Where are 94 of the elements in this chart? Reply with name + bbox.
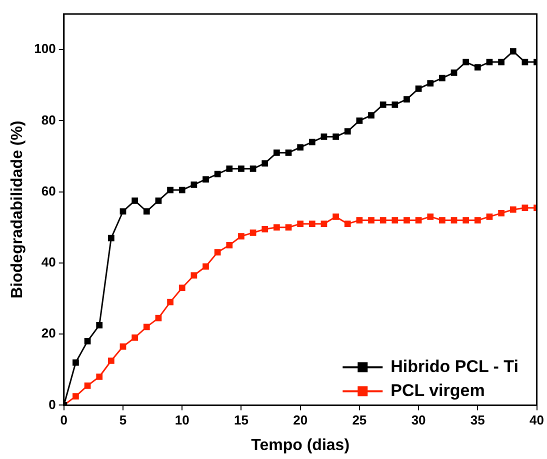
x-tick-label: 30 bbox=[411, 412, 426, 428]
point bbox=[415, 217, 422, 224]
point bbox=[439, 217, 446, 224]
point bbox=[439, 74, 446, 82]
point bbox=[344, 220, 351, 228]
point bbox=[498, 210, 504, 216]
y-tick-label: 20 bbox=[41, 326, 56, 341]
point bbox=[308, 220, 316, 228]
point bbox=[356, 118, 363, 124]
y-tick-label: 0 bbox=[48, 396, 56, 412]
point bbox=[143, 324, 150, 330]
y-tick-label: 40 bbox=[41, 254, 56, 270]
point bbox=[84, 382, 91, 389]
x-tick-label: 0 bbox=[60, 412, 68, 428]
point bbox=[132, 198, 138, 204]
point bbox=[96, 374, 103, 380]
point bbox=[462, 58, 470, 66]
point bbox=[190, 182, 198, 188]
point bbox=[404, 96, 410, 103]
point bbox=[486, 214, 493, 220]
point bbox=[155, 198, 162, 204]
point bbox=[474, 217, 481, 224]
point bbox=[202, 263, 209, 270]
point bbox=[427, 80, 434, 87]
point bbox=[285, 150, 292, 156]
point bbox=[510, 206, 516, 213]
y-tick-label: 60 bbox=[41, 183, 56, 198]
point bbox=[427, 214, 434, 220]
point bbox=[320, 134, 328, 140]
point bbox=[404, 217, 410, 224]
x-tick-label: 15 bbox=[234, 412, 248, 428]
point bbox=[474, 64, 481, 71]
point bbox=[380, 102, 386, 108]
point bbox=[380, 217, 386, 224]
x-tick-label: 35 bbox=[470, 412, 485, 428]
point bbox=[450, 70, 458, 76]
point bbox=[356, 217, 363, 224]
point bbox=[368, 112, 374, 119]
point bbox=[274, 150, 280, 156]
x-tick-label: 5 bbox=[119, 412, 127, 428]
y-axis-title: Biodegradabilidade (%) bbox=[9, 120, 26, 298]
point bbox=[392, 102, 398, 108]
point bbox=[72, 393, 79, 400]
point bbox=[155, 314, 162, 322]
x-tick-label: 40 bbox=[530, 412, 544, 428]
point bbox=[344, 128, 351, 135]
point bbox=[167, 186, 174, 194]
x-axis-title: Tempo (dias) bbox=[251, 436, 350, 454]
point bbox=[132, 334, 138, 341]
point bbox=[392, 217, 398, 224]
point bbox=[415, 86, 422, 92]
point bbox=[450, 217, 458, 224]
x-tick-label: 20 bbox=[293, 412, 308, 428]
point bbox=[332, 134, 339, 140]
x-tick-label: 25 bbox=[352, 412, 367, 428]
point bbox=[498, 58, 504, 66]
point bbox=[332, 214, 339, 220]
point bbox=[368, 217, 374, 224]
point bbox=[202, 176, 209, 183]
legend-label: Hibrido PCL - Ti bbox=[390, 356, 518, 376]
point bbox=[308, 138, 316, 146]
point bbox=[214, 249, 221, 256]
point bbox=[84, 338, 91, 344]
y-tick-label: 100 bbox=[34, 41, 56, 56]
point bbox=[108, 234, 114, 242]
point bbox=[143, 208, 150, 215]
point bbox=[178, 284, 186, 292]
point bbox=[522, 204, 528, 212]
point bbox=[320, 220, 328, 228]
legend-label: PCL virgem bbox=[390, 380, 485, 400]
point bbox=[274, 224, 280, 231]
point bbox=[96, 322, 103, 328]
point bbox=[297, 220, 304, 228]
point bbox=[72, 359, 79, 366]
point bbox=[178, 186, 186, 194]
point bbox=[510, 48, 516, 55]
point bbox=[297, 144, 304, 151]
point bbox=[262, 226, 268, 232]
point bbox=[226, 242, 233, 248]
point bbox=[238, 166, 244, 172]
point bbox=[226, 166, 233, 172]
point bbox=[238, 233, 244, 240]
point bbox=[250, 166, 256, 172]
y-tick-label: 80 bbox=[41, 112, 56, 128]
x-tick-label: 10 bbox=[174, 412, 190, 428]
point bbox=[262, 160, 268, 167]
point bbox=[250, 230, 256, 236]
point bbox=[285, 224, 292, 231]
point bbox=[120, 208, 126, 215]
point bbox=[214, 170, 221, 178]
point bbox=[462, 217, 470, 224]
point bbox=[108, 358, 114, 364]
point bbox=[190, 272, 198, 279]
point bbox=[167, 298, 174, 306]
